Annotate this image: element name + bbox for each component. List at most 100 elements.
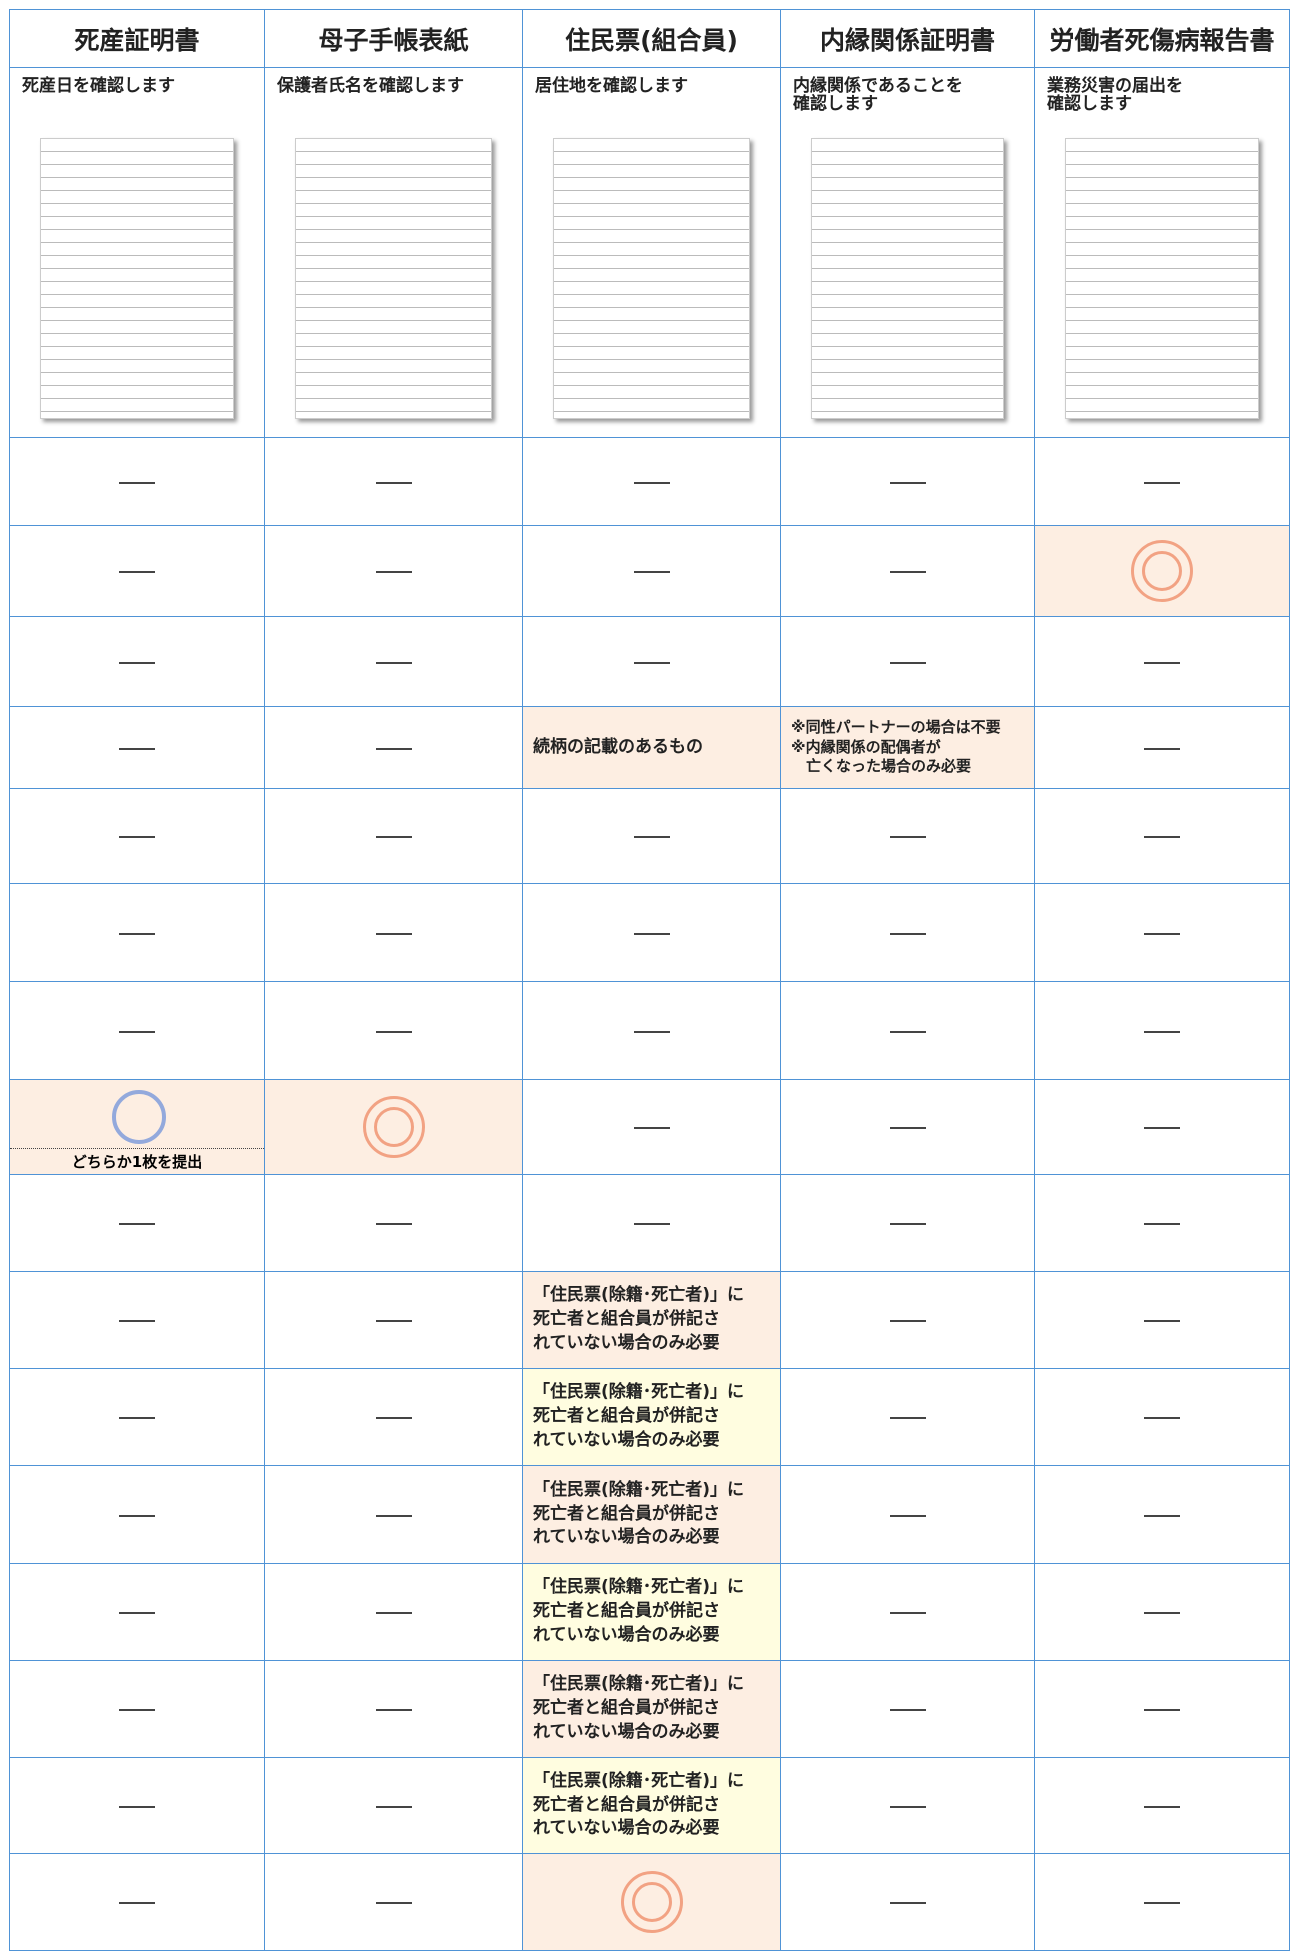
- description: 業務災害の届出を 確認します: [1047, 76, 1183, 114]
- table-cell: [1034, 437, 1290, 526]
- table-cell: [1034, 1660, 1290, 1758]
- table-cell: [264, 788, 523, 884]
- document-image: [811, 138, 1004, 419]
- dash: [375, 1223, 412, 1225]
- column-header: 死産証明書: [9, 9, 265, 68]
- dash: [1144, 932, 1180, 935]
- table-cell: [9, 981, 265, 1080]
- dash: [633, 571, 670, 573]
- dash: [375, 1709, 412, 1711]
- table-cell: 「住民票(除籍･死亡者)」に 死亡者と組合員が併記さ れていない場合のみ必要: [522, 1271, 781, 1369]
- table-cell: [9, 1563, 265, 1661]
- table-cell: [264, 1174, 523, 1272]
- table-cell: [264, 1660, 523, 1758]
- dash: [889, 661, 926, 664]
- dash: [1144, 481, 1180, 484]
- dash: [119, 1805, 155, 1808]
- dash: [633, 661, 670, 664]
- cell-text: 「住民票(除籍･死亡者)」に 死亡者と組合員が併記さ れていない場合のみ必要: [533, 1285, 745, 1353]
- table-cell: [1034, 1465, 1290, 1564]
- column-header: 労働者死傷病報告書: [1034, 9, 1290, 68]
- dash: [633, 1223, 670, 1225]
- table-cell: [9, 525, 265, 617]
- double-circle: [620, 1871, 683, 1933]
- table-cell: [780, 1174, 1035, 1272]
- dash: [889, 1127, 926, 1129]
- dash: [889, 571, 926, 573]
- table-cell: [9, 1853, 265, 1951]
- dash: [1144, 1902, 1180, 1904]
- column-header: 内縁関係証明書: [780, 9, 1035, 68]
- table-cell: [1034, 883, 1290, 982]
- dash: [119, 1223, 155, 1225]
- dash: [119, 1030, 155, 1033]
- dash: [1144, 1612, 1180, 1614]
- dash: [889, 481, 926, 484]
- dash: [633, 481, 670, 484]
- double-circle: [1131, 540, 1193, 602]
- dash: [119, 1417, 155, 1419]
- table-cell: [522, 1079, 781, 1175]
- dash: [1144, 1223, 1180, 1225]
- cell-text: 「住民票(除籍･死亡者)」に 死亡者と組合員が併記さ れていない場合のみ必要: [533, 1577, 745, 1645]
- table-cell: [780, 1079, 1035, 1175]
- table-cell: [9, 1174, 265, 1272]
- dash: [1144, 1709, 1180, 1711]
- table-cell: [1034, 1368, 1290, 1466]
- table-cell: [780, 788, 1035, 884]
- dash: [375, 661, 412, 664]
- cell-text: 「住民票(除籍･死亡者)」に 死亡者と組合員が併記さ れていない場合のみ必要: [533, 1382, 745, 1450]
- dash: [375, 747, 412, 750]
- description-cell: 業務災害の届出を 確認します: [1034, 67, 1290, 438]
- table-cell: [522, 883, 781, 982]
- description-cell: 保護者氏名を確認します: [264, 67, 523, 438]
- table-cell: [9, 1757, 265, 1854]
- cell-text: 「住民票(除籍･死亡者)」に 死亡者と組合員が併記さ れていない場合のみ必要: [533, 1479, 745, 1548]
- dash: [119, 1514, 155, 1517]
- dash: [633, 932, 670, 935]
- table-cell: 続柄の記載のあるもの: [522, 706, 781, 789]
- table-cell: 「住民票(除籍･死亡者)」に 死亡者と組合員が併記さ れていない場合のみ必要: [522, 1563, 781, 1661]
- dash: [1144, 1127, 1180, 1129]
- table-cell: [1034, 1079, 1290, 1175]
- table-cell: [264, 1368, 523, 1466]
- table-cell: [780, 437, 1035, 526]
- column-header: 住民票(組合員): [522, 9, 781, 68]
- dash: [889, 1320, 926, 1322]
- dash: [375, 836, 412, 838]
- table-cell: 「住民票(除籍･死亡者)」に 死亡者と組合員が併記さ れていない場合のみ必要: [522, 1368, 781, 1466]
- dash: [119, 571, 155, 573]
- dash: [1144, 661, 1180, 664]
- dash: [119, 932, 155, 935]
- document-image: [295, 138, 492, 419]
- table-cell: [780, 1271, 1035, 1369]
- table-cell: [522, 788, 781, 884]
- table-cell: [780, 616, 1035, 707]
- table-cell: [264, 525, 523, 617]
- table-cell: [1034, 1757, 1290, 1854]
- dash: [1144, 1417, 1180, 1419]
- table-cell: [1034, 1174, 1290, 1272]
- cell-text: 「住民票(除籍･死亡者)」に 死亡者と組合員が併記さ れていない場合のみ必要: [533, 1674, 745, 1742]
- dash: [119, 1709, 155, 1711]
- table-cell: [264, 706, 523, 789]
- cell-text: ※同性パートナーの場合は不要 ※内縁関係の配偶者が 亡くなった場合のみ必要: [791, 718, 1001, 776]
- table-cell: [780, 1563, 1035, 1661]
- table-cell: [264, 883, 523, 982]
- dash: [375, 1612, 412, 1614]
- table-cell: [1034, 1563, 1290, 1661]
- dash: [1144, 836, 1180, 838]
- description-cell: 内縁関係であることを 確認します: [780, 67, 1035, 438]
- cell-text: 続柄の記載のあるもの: [533, 736, 703, 757]
- dash: [375, 1417, 412, 1419]
- dash: [375, 1320, 412, 1322]
- table-cell: [780, 1660, 1035, 1758]
- table-cell: [264, 1079, 523, 1175]
- description: 内縁関係であることを 確認します: [793, 76, 963, 114]
- table-cell: [1034, 706, 1290, 789]
- table-cell: [264, 1271, 523, 1369]
- table-cell: [780, 1757, 1035, 1854]
- table-cell: [780, 883, 1035, 982]
- dash: [119, 1612, 155, 1614]
- dash: [119, 481, 155, 484]
